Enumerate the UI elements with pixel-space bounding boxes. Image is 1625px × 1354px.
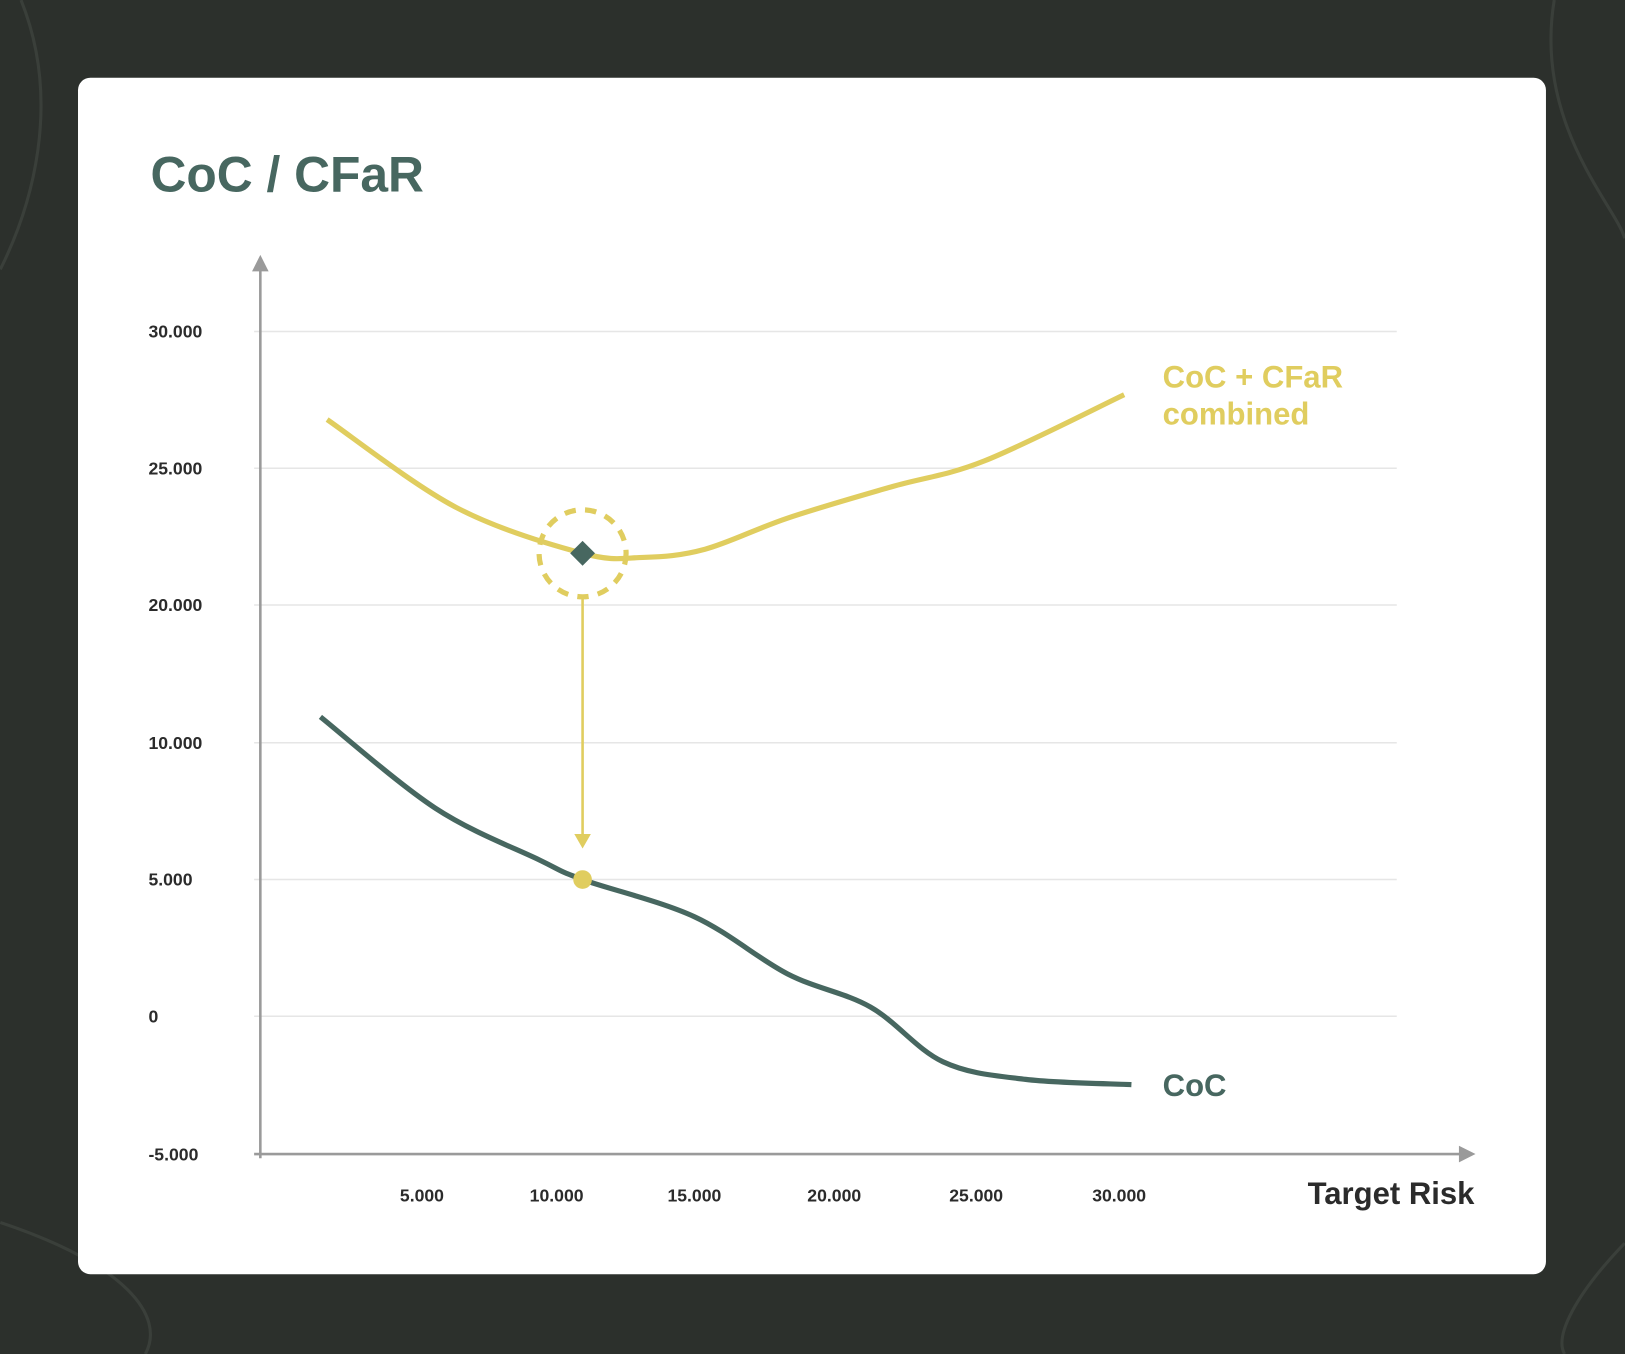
y-tick-label: 0 <box>148 1006 158 1026</box>
y-tick-labels: 30.000 25.000 20.000 10.000 5.000 0 -5.000 <box>148 322 202 1165</box>
x-tick-label: 10.000 <box>530 1186 584 1206</box>
x-tick-label: 5.000 <box>400 1186 444 1206</box>
x-tick-label: 25.000 <box>949 1186 1003 1206</box>
series-label: combined <box>1163 397 1310 432</box>
y-tick-label: 20.000 <box>148 595 202 615</box>
series-label: CoC <box>1163 1068 1227 1103</box>
series-line-combined <box>325 392 1126 562</box>
grid <box>254 330 1397 1018</box>
y-tick-label: 5.000 <box>148 870 192 890</box>
x-axis-arrow-icon <box>1458 1145 1476 1163</box>
chart-title: CoC / CFaR <box>151 147 424 203</box>
chart-card <box>78 77 1546 1275</box>
y-tick-label: 10.000 <box>148 733 202 753</box>
x-tick-label: 30.000 <box>1092 1186 1146 1206</box>
arrow-head-icon <box>574 833 591 849</box>
x-tick-labels: 5.000 10.000 15.000 20.000 25.000 30.000 <box>400 1186 1146 1206</box>
x-axis-label: Target Risk <box>1308 1176 1476 1211</box>
x-tick-label: 20.000 <box>807 1186 861 1206</box>
series-label: CoC + CFaR <box>1163 359 1343 394</box>
coc-point-marker <box>573 870 592 889</box>
y-tick-label: 30.000 <box>148 322 202 342</box>
axes <box>252 254 1476 1163</box>
annotations <box>536 507 629 889</box>
y-tick-label: -5.000 <box>148 1144 198 1164</box>
series-line-coc <box>318 714 1132 1088</box>
optimum-diamond-marker <box>570 540 596 566</box>
y-axis-arrow-icon <box>252 254 269 272</box>
y-tick-label: 25.000 <box>148 458 202 478</box>
x-tick-label: 15.000 <box>667 1186 721 1206</box>
